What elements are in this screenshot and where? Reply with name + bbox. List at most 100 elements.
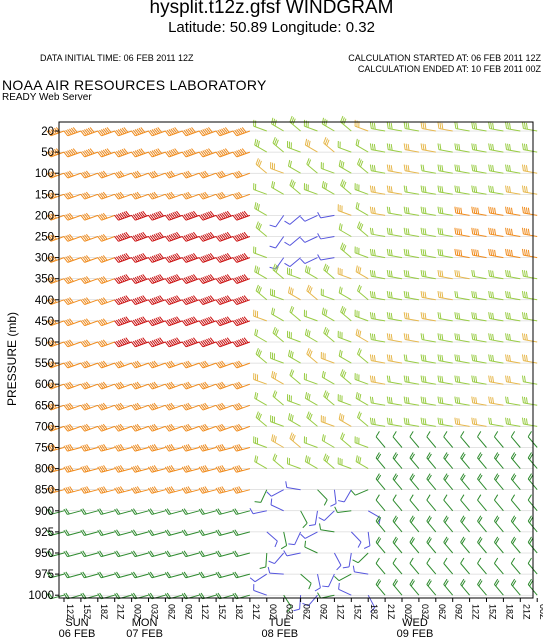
barb-feather: [85, 191, 91, 198]
barb-feather: [149, 571, 155, 578]
barb-feather: [147, 151, 153, 158]
barb-feather: [271, 434, 274, 441]
barb-staff: [135, 404, 149, 411]
wind-barb: [80, 571, 98, 579]
barb-feather: [460, 228, 463, 236]
barb-feather: [393, 474, 399, 481]
barb-feather: [63, 551, 68, 557]
wind-barb: [521, 354, 538, 364]
barb-staff: [270, 167, 284, 174]
barb-feather: [202, 255, 208, 262]
barb-feather: [390, 186, 393, 193]
barb-staff: [255, 163, 268, 174]
barb-staff: [477, 457, 487, 469]
barb-feather: [134, 361, 140, 367]
barb-staff: [236, 531, 251, 537]
barb-feather: [204, 360, 209, 367]
barb-feather: [114, 551, 119, 557]
barb-staff: [523, 254, 538, 259]
barb-feather: [272, 390, 276, 397]
barb-feather: [69, 191, 74, 198]
barb-feather: [168, 150, 174, 156]
barb-staff: [255, 227, 268, 237]
wind-barb: [284, 257, 301, 268]
barb-feather: [373, 418, 376, 425]
barb-feather: [198, 151, 204, 158]
barb-feather: [82, 129, 87, 136]
wind-barb: [147, 148, 166, 158]
barb-staff: [489, 212, 504, 216]
barb-feather: [217, 214, 223, 220]
wind-barb: [493, 557, 504, 575]
barb-feather: [67, 486, 72, 493]
barb-feather: [269, 245, 276, 249]
barb-feather: [99, 193, 104, 199]
barb-feather: [371, 396, 374, 404]
barb-staff: [236, 362, 251, 369]
wind-barb: [271, 117, 284, 132]
barb-feather: [284, 262, 291, 268]
barb-staff: [392, 584, 403, 596]
barb-feather: [439, 122, 442, 129]
barb-staff: [253, 125, 267, 132]
wind-barb: [493, 473, 504, 491]
barb-staff: [426, 520, 437, 533]
barb-feather: [340, 305, 344, 313]
barb-feather: [369, 333, 372, 340]
barb-feather: [523, 143, 526, 151]
barb-feather: [116, 404, 121, 410]
barb-staff: [357, 290, 369, 301]
barb-feather: [443, 431, 448, 438]
barb-feather: [181, 278, 187, 284]
barb-staff: [388, 170, 403, 174]
barb-feather: [272, 435, 276, 442]
time-tick-label: 06Z: [166, 604, 176, 620]
wind-barb: [409, 494, 420, 512]
barb-feather: [153, 465, 159, 471]
barb-feather: [254, 455, 257, 462]
barb-staff: [371, 275, 386, 280]
barb-feather: [392, 536, 397, 543]
barb-feather: [241, 338, 247, 344]
barb-feather: [458, 228, 461, 235]
barb-feather: [371, 354, 374, 362]
wind-barb: [392, 557, 403, 575]
wind-barb: [198, 231, 217, 242]
barb-feather: [461, 538, 466, 545]
barb-staff: [202, 468, 217, 473]
barb-staff: [219, 130, 234, 137]
barb-feather: [424, 270, 427, 278]
barb-feather: [198, 572, 203, 578]
barb-feather: [67, 403, 72, 410]
barb-staff: [367, 531, 371, 546]
barb-feather: [317, 233, 322, 240]
barb-staff: [101, 257, 115, 263]
barb-feather: [461, 453, 466, 460]
wind-barb: [215, 295, 234, 306]
barb-feather: [48, 487, 53, 494]
barb-feather: [70, 127, 76, 134]
barb-feather: [69, 149, 74, 156]
barb-feather: [168, 129, 174, 135]
barb-feather: [437, 164, 440, 171]
barb-feather: [441, 270, 444, 278]
wind-barb: [164, 402, 183, 411]
barb-staff: [202, 552, 217, 558]
barb-feather: [183, 277, 189, 284]
barb-feather: [293, 608, 300, 612]
wind-barb: [131, 381, 149, 390]
barb-feather: [326, 139, 330, 146]
wind-barb: [97, 486, 115, 494]
barb-feather: [505, 269, 508, 277]
wind-barb: [63, 402, 82, 411]
barb-feather: [289, 432, 293, 439]
wind-barb: [443, 536, 454, 554]
barb-feather: [198, 214, 204, 221]
barb-feather: [422, 375, 425, 383]
wind-barb: [369, 143, 386, 153]
wind-barb: [198, 550, 217, 558]
wind-barb: [321, 307, 335, 322]
barb-feather: [80, 572, 85, 578]
barb-feather: [164, 383, 170, 390]
barb-feather: [226, 274, 232, 280]
